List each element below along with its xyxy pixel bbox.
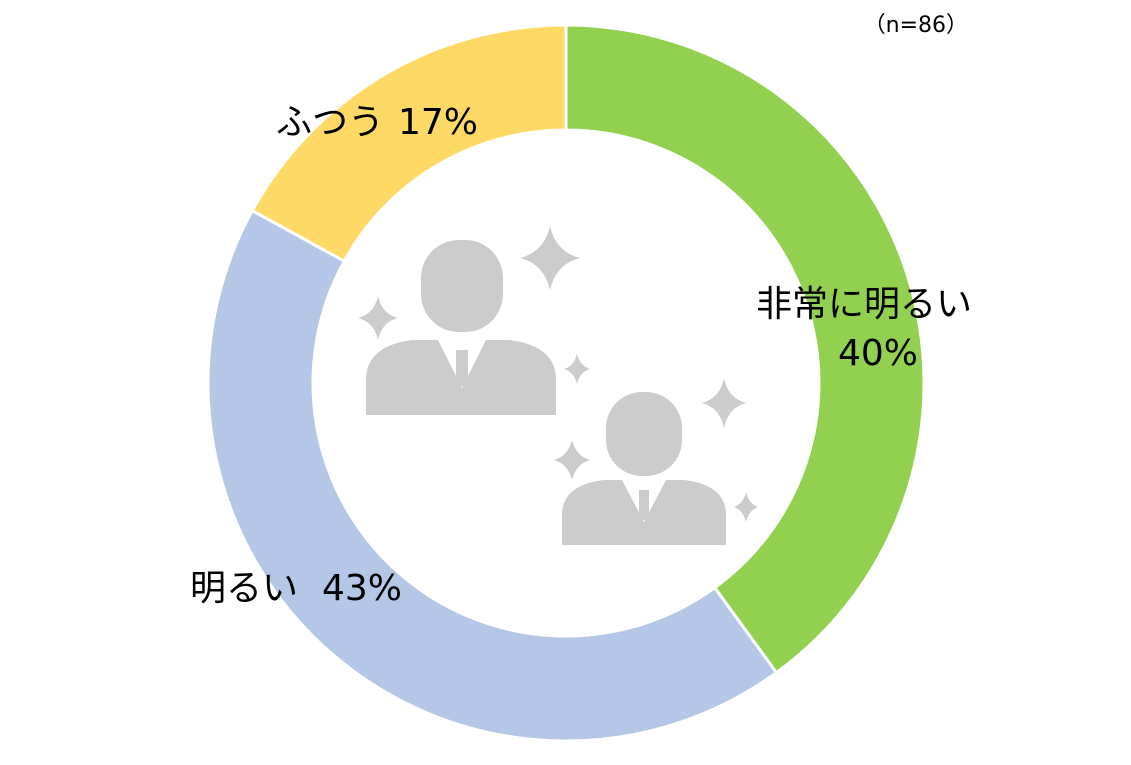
slice-0 [564,23,926,675]
slice-1 [206,208,779,743]
label-value-1: 43% [322,568,402,609]
label-category-1: 明るい [190,568,298,609]
slice-2 [250,23,568,264]
business-people-sparkle-icon [358,226,758,545]
label-value-0: 40% [838,333,918,374]
donut-slices [206,23,926,743]
sample-size-note: （n=86） [864,13,968,38]
label-category-0: 非常に明るい [756,284,972,325]
label-value-2: 17% [398,102,478,143]
label-category-2: ふつう [276,102,384,143]
